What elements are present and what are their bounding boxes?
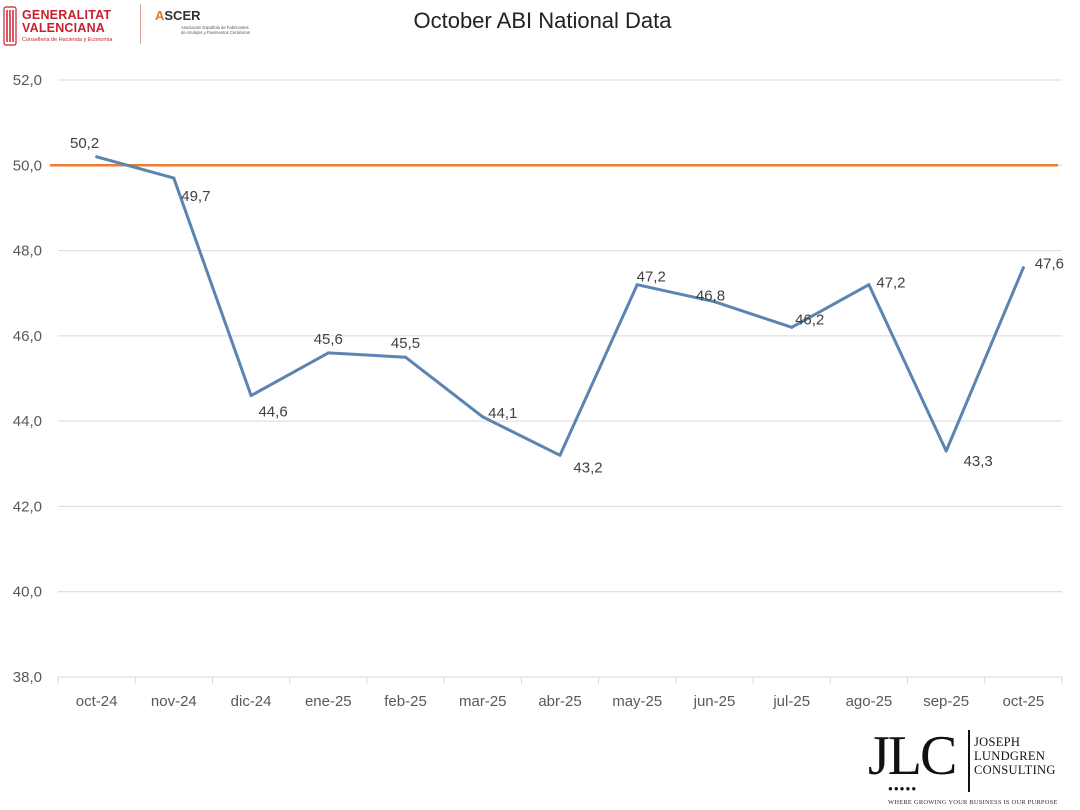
x-tick-label: dic-24 bbox=[231, 693, 272, 710]
y-tick-label: 38,0 bbox=[13, 669, 42, 686]
data-point bbox=[867, 283, 871, 287]
gv-emblem-icon bbox=[3, 6, 17, 46]
data-point bbox=[635, 283, 639, 287]
jlc-name-line3: CONSULTING bbox=[974, 763, 1056, 777]
data-label: 43,3 bbox=[964, 453, 993, 470]
logo-divider bbox=[140, 4, 141, 44]
x-tick-label: ene-25 bbox=[305, 693, 352, 710]
gv-logo-line1: GENERALITAT bbox=[22, 8, 112, 22]
generalitat-valenciana-logo: GENERALITAT VALENCIANA Conselleria de Ha… bbox=[2, 2, 137, 46]
data-label: 46,8 bbox=[696, 288, 725, 305]
x-tick-label: jul-25 bbox=[772, 693, 810, 710]
jlc-name-line2: LUNDGREN bbox=[974, 749, 1046, 763]
jlc-name-line1: JOSEPH bbox=[974, 735, 1021, 749]
y-tick-label: 52,0 bbox=[13, 72, 42, 89]
x-tick-label: nov-24 bbox=[151, 693, 197, 710]
ascer-logo-name: ASCER bbox=[155, 8, 201, 23]
x-tick-label: feb-25 bbox=[384, 693, 427, 710]
data-point bbox=[95, 155, 99, 159]
y-tick-label: 48,0 bbox=[13, 243, 42, 260]
x-tick-label: abr-25 bbox=[538, 693, 581, 710]
data-point bbox=[712, 300, 716, 304]
data-point bbox=[944, 449, 948, 453]
jlc-logo-bar bbox=[968, 730, 970, 792]
x-tick-label: jun-25 bbox=[693, 693, 736, 710]
data-label: 49,7 bbox=[181, 188, 210, 205]
data-label: 43,2 bbox=[573, 459, 602, 476]
y-tick-label: 40,0 bbox=[13, 584, 42, 601]
data-point bbox=[790, 325, 794, 329]
x-tick-label: may-25 bbox=[612, 693, 662, 710]
data-label: 47,6 bbox=[1035, 256, 1064, 273]
y-tick-label: 50,0 bbox=[13, 157, 42, 174]
jlc-dots-icon: ●●●●● bbox=[888, 784, 918, 793]
data-point bbox=[481, 415, 485, 419]
gv-logo-subtitle: Conselleria de Hacienda y Economía bbox=[22, 37, 113, 43]
y-tick-label: 42,0 bbox=[13, 498, 42, 515]
data-label: 50,2 bbox=[70, 135, 99, 152]
chart-title: October ABI National Data bbox=[413, 8, 672, 33]
jlc-logo: JLC JOSEPH LUNDGREN CONSULTING ●●●●● WHE… bbox=[868, 726, 1073, 810]
x-tick-label: oct-24 bbox=[76, 693, 118, 710]
ascer-logo-subtitle: Asociación Española de Fabricantes de Az… bbox=[181, 25, 250, 35]
data-point bbox=[558, 453, 562, 457]
data-label: 47,2 bbox=[637, 269, 666, 286]
y-tick-label: 44,0 bbox=[13, 413, 42, 430]
data-label: 47,2 bbox=[876, 275, 905, 292]
data-point bbox=[249, 394, 253, 398]
data-point bbox=[1021, 266, 1025, 270]
data-point bbox=[326, 351, 330, 355]
x-tick-label: mar-25 bbox=[459, 693, 507, 710]
x-tick-label: ago-25 bbox=[846, 693, 893, 710]
data-label: 46,2 bbox=[795, 311, 824, 328]
data-label: 44,1 bbox=[488, 405, 517, 422]
x-tick-label: oct-25 bbox=[1003, 693, 1045, 710]
y-tick-label: 46,0 bbox=[13, 328, 42, 345]
jlc-tagline: WHERE GROWING YOUR BUSINESS IS OUR PURPO… bbox=[888, 799, 1058, 806]
data-label: 44,6 bbox=[258, 404, 287, 421]
jlc-logo-letters: JLC bbox=[868, 725, 957, 787]
abi-series-line bbox=[96, 155, 1025, 457]
ascer-logo: ASCER Asociación Española de Fabricantes… bbox=[155, 8, 255, 44]
gv-logo-line2: VALENCIANA bbox=[22, 21, 106, 35]
data-point bbox=[172, 176, 176, 180]
data-label: 45,5 bbox=[391, 335, 420, 352]
data-label: 45,6 bbox=[314, 331, 343, 348]
data-point bbox=[404, 355, 408, 359]
x-tick-label: sep-25 bbox=[923, 693, 969, 710]
